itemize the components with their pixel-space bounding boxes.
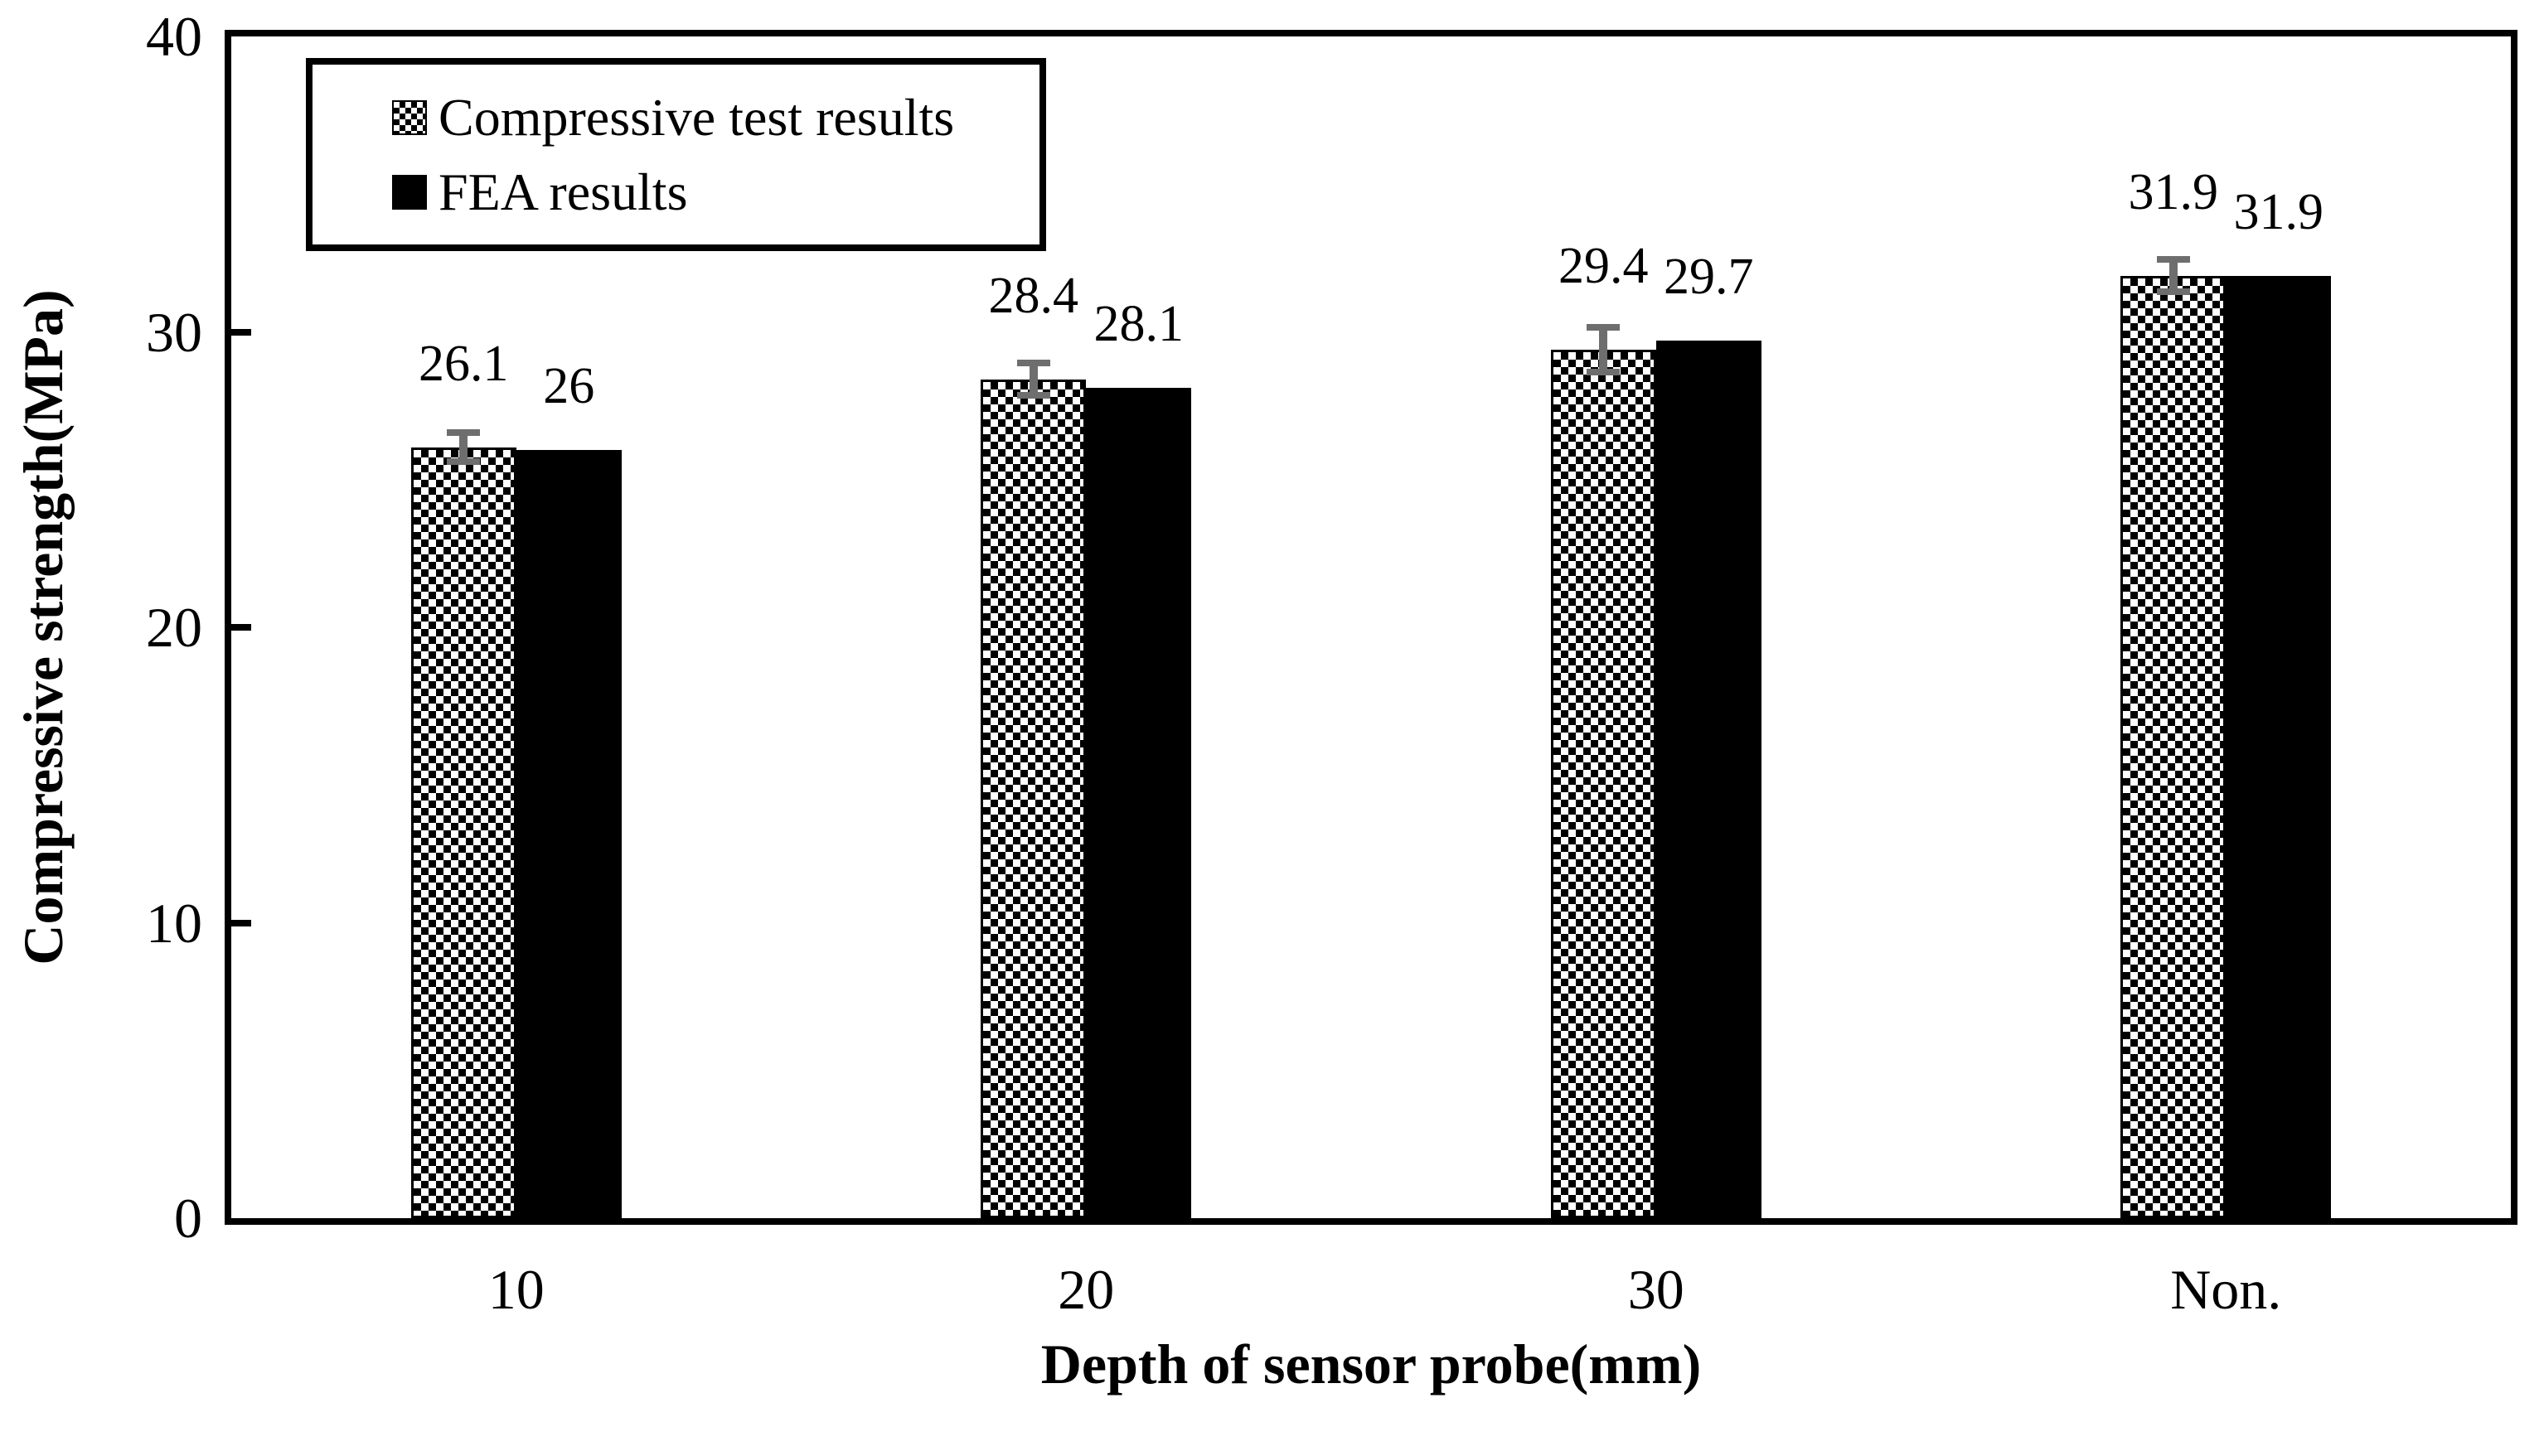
x-tick-label-Non.: Non.	[2170, 1258, 2282, 1321]
legend-label-fea: FEA results	[439, 162, 688, 221]
bar-value-label: 29.7	[1664, 249, 1754, 306]
chart-canvas: { "chart_data": { "type": "bar", "title"…	[12, 5, 2517, 1396]
bar-test-30	[1550, 349, 1656, 1218]
bar-value-label: 31.9	[2233, 183, 2324, 240]
bar-test-20	[981, 379, 1087, 1218]
y-tick-label-30: 30	[146, 300, 202, 364]
bar-fea-20	[1086, 388, 1192, 1218]
bar-value-label: 28.1	[1093, 296, 1185, 353]
error-bar-stem	[459, 432, 468, 462]
error-bar-cap-top	[1587, 324, 1621, 331]
error-bar-cap-top	[2156, 256, 2190, 264]
bar-value-label: 29.4	[1558, 237, 1649, 294]
bar-fea-10	[516, 450, 622, 1218]
y-tick-mark-20	[231, 624, 251, 631]
legend-label-test: Compressive test results	[439, 87, 955, 147]
x-tick-label-10: 10	[487, 1258, 545, 1321]
bar-fea-Non.	[2226, 275, 2332, 1218]
checkerboard-swatch-icon	[392, 99, 427, 135]
bar-value-label: 26.1	[419, 335, 509, 392]
error-bar-cap-top	[1016, 359, 1050, 366]
y-axis-ticks-layer	[231, 36, 2511, 1218]
legend: Compressive test results FEA results	[306, 58, 1046, 251]
y-tick-label-20: 20	[146, 596, 202, 659]
bar-value-label: 26	[543, 358, 595, 415]
y-tick-label-40: 40	[146, 5, 202, 68]
error-bar-stem	[1029, 362, 1038, 396]
y-axis-title: Compressive strength(MPa)	[12, 289, 75, 965]
bar-test-Non.	[2120, 275, 2227, 1218]
legend-item-test: Compressive test results	[392, 87, 1039, 147]
bars-layer: 26.1 26 28.4 28.1 29.4 29.7 31.9 31.9	[231, 36, 2511, 1218]
y-tick-label-10: 10	[146, 891, 202, 955]
error-bar-cap-bottom	[447, 458, 481, 466]
error-bar-cap-bottom	[1016, 392, 1050, 399]
bar-value-label: 31.9	[2128, 163, 2219, 220]
error-bar-cap-top	[447, 428, 481, 436]
solid-black-swatch-icon	[392, 174, 427, 210]
plot-area: 26.1 26 28.4 28.1 29.4 29.7 31.9 31.9	[225, 30, 2517, 1225]
x-axis-title: Depth of sensor probe(mm)	[1040, 1333, 1702, 1396]
y-tick-mark-10	[231, 919, 251, 926]
bar-fea-30	[1655, 341, 1761, 1218]
legend-item-fea: FEA results	[392, 162, 1039, 221]
error-bar-stem	[2168, 259, 2178, 293]
y-tick-mark-30	[231, 328, 251, 336]
error-bar-cap-bottom	[1587, 368, 1621, 375]
error-bar-cap-bottom	[2156, 288, 2190, 296]
y-tick-label-0: 0	[174, 1187, 202, 1250]
x-tick-label-20: 20	[1058, 1258, 1115, 1321]
x-tick-label-30: 30	[1627, 1258, 1684, 1321]
error-bar-stem	[1599, 327, 1608, 372]
bar-test-10	[410, 447, 516, 1218]
bar-value-label: 28.4	[988, 267, 1079, 324]
